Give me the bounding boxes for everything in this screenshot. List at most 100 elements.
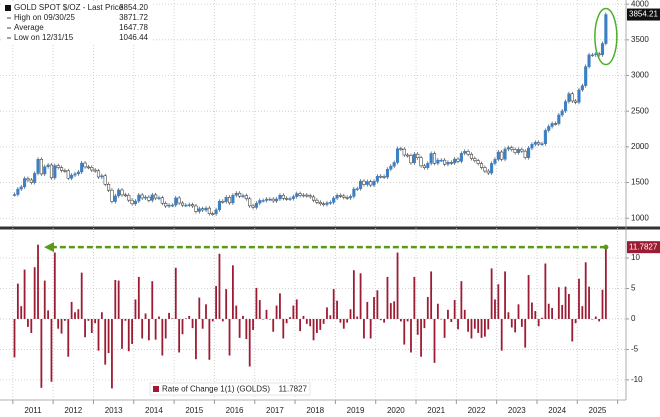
candle-body bbox=[275, 198, 279, 202]
bar bbox=[490, 268, 493, 319]
candle-body bbox=[231, 194, 235, 204]
candle-body bbox=[513, 149, 517, 153]
y-tick-label: 10 bbox=[631, 253, 640, 262]
bar bbox=[504, 271, 506, 319]
candle-body bbox=[604, 14, 608, 44]
candle-body bbox=[26, 178, 30, 181]
candle-body bbox=[301, 194, 306, 197]
candle-body bbox=[469, 153, 474, 159]
bar bbox=[47, 310, 49, 319]
x-tick-label: 2021 bbox=[427, 406, 445, 415]
bar bbox=[447, 309, 449, 319]
bar bbox=[403, 318, 406, 345]
bar bbox=[235, 305, 238, 319]
candle-body bbox=[486, 170, 490, 174]
bar bbox=[151, 281, 154, 319]
legend-value: 1046.44 bbox=[119, 33, 148, 42]
candle-body bbox=[117, 189, 121, 197]
bar bbox=[57, 318, 60, 329]
bar bbox=[97, 318, 100, 351]
candle-body bbox=[59, 167, 64, 171]
candle-body bbox=[557, 114, 561, 124]
bar bbox=[500, 318, 503, 351]
bar bbox=[124, 318, 127, 321]
bar bbox=[195, 318, 197, 360]
candle-body bbox=[221, 200, 225, 203]
bar bbox=[64, 318, 66, 321]
bar bbox=[258, 300, 261, 319]
bar bbox=[100, 312, 103, 319]
bar bbox=[184, 318, 187, 319]
bar bbox=[349, 309, 352, 319]
bar bbox=[326, 307, 328, 319]
candle-body bbox=[500, 151, 504, 160]
bar bbox=[453, 300, 456, 319]
candle-body bbox=[308, 195, 312, 198]
bar bbox=[302, 315, 305, 319]
candle-body bbox=[147, 196, 151, 201]
candle-body bbox=[389, 165, 393, 170]
bar bbox=[322, 318, 325, 324]
candle-body bbox=[385, 169, 390, 178]
candle-body bbox=[395, 148, 400, 163]
bar bbox=[541, 317, 543, 319]
bar bbox=[299, 318, 301, 332]
candle-body bbox=[43, 166, 47, 175]
bar bbox=[218, 253, 221, 319]
bar bbox=[201, 318, 204, 329]
bar bbox=[426, 297, 429, 319]
x-tick-label: 2015 bbox=[185, 406, 203, 415]
legend-swatch bbox=[153, 386, 159, 392]
bar bbox=[232, 265, 234, 319]
candle-body bbox=[150, 194, 154, 201]
candle-body bbox=[103, 175, 107, 185]
bar bbox=[127, 318, 130, 352]
candle-body bbox=[140, 194, 144, 199]
bar bbox=[336, 300, 338, 319]
candle-body bbox=[298, 193, 302, 196]
candle-body bbox=[268, 198, 272, 201]
bar bbox=[389, 303, 392, 319]
candle-body bbox=[100, 175, 104, 178]
candle-body bbox=[530, 144, 534, 149]
bar bbox=[279, 293, 281, 319]
legend-label: Low on 12/31/15 bbox=[14, 33, 74, 42]
candle-body bbox=[234, 192, 238, 196]
bar bbox=[114, 279, 117, 319]
candle-body bbox=[288, 198, 292, 200]
bar bbox=[534, 311, 537, 319]
bar bbox=[527, 275, 530, 319]
x-tick-label: 2019 bbox=[347, 406, 365, 415]
candle-body bbox=[66, 170, 70, 179]
candle-body bbox=[574, 100, 578, 103]
candle-body bbox=[406, 154, 410, 157]
candle-body bbox=[224, 197, 228, 202]
candle-body bbox=[70, 174, 74, 179]
candle-body bbox=[238, 192, 242, 197]
y-tick-label: -5 bbox=[631, 345, 639, 354]
bar bbox=[37, 244, 39, 319]
bar bbox=[191, 318, 194, 329]
candle-body bbox=[409, 155, 413, 164]
bar bbox=[571, 318, 574, 342]
candle-body bbox=[456, 158, 460, 162]
bar bbox=[30, 318, 33, 333]
candle-body bbox=[352, 188, 356, 197]
candle-body bbox=[510, 147, 514, 150]
bar bbox=[319, 318, 322, 330]
legend-box bbox=[149, 382, 311, 396]
candle-body bbox=[436, 159, 440, 164]
candle-body bbox=[264, 198, 269, 201]
candle-body bbox=[493, 159, 497, 164]
bar bbox=[352, 270, 355, 319]
candle-body bbox=[143, 196, 148, 199]
bar bbox=[90, 318, 93, 333]
bar bbox=[262, 318, 265, 320]
bar bbox=[517, 304, 520, 319]
bar bbox=[507, 312, 510, 319]
candle-body bbox=[483, 167, 487, 172]
legend-value: 3871.72 bbox=[119, 13, 148, 22]
candle-body bbox=[426, 163, 430, 168]
x-tick-label: 2012 bbox=[64, 406, 82, 415]
bar bbox=[383, 318, 385, 323]
